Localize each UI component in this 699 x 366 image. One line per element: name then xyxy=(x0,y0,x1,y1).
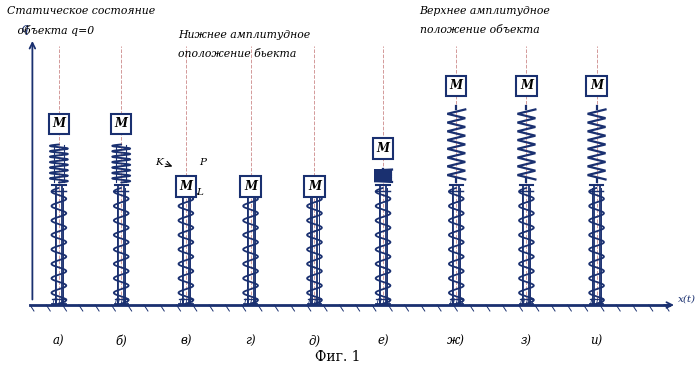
Text: а): а) xyxy=(53,335,65,348)
Text: M: M xyxy=(520,79,533,92)
Text: Статическое состояние: Статическое состояние xyxy=(7,5,154,15)
Text: M: M xyxy=(180,180,192,193)
FancyBboxPatch shape xyxy=(446,76,466,96)
Text: Нижнее амплитудное: Нижнее амплитудное xyxy=(178,30,310,40)
Text: положение объекта: положение объекта xyxy=(419,25,540,34)
Text: q: q xyxy=(20,22,29,36)
Text: объекта q=0: объекта q=0 xyxy=(7,25,94,36)
FancyBboxPatch shape xyxy=(304,176,324,197)
Text: M: M xyxy=(308,180,321,193)
Text: Фиг. 1: Фиг. 1 xyxy=(315,350,361,364)
Text: е): е) xyxy=(377,335,389,348)
Text: б): б) xyxy=(115,335,127,348)
Text: з): з) xyxy=(521,335,532,348)
Text: M: M xyxy=(377,142,389,155)
Text: в): в) xyxy=(180,335,192,348)
FancyBboxPatch shape xyxy=(49,114,69,134)
Text: M: M xyxy=(115,117,128,130)
Text: ж): ж) xyxy=(447,335,466,348)
Text: M: M xyxy=(244,180,257,193)
FancyBboxPatch shape xyxy=(111,114,131,134)
Text: M: M xyxy=(449,79,463,92)
Text: д): д) xyxy=(308,335,321,348)
Text: L: L xyxy=(196,187,203,197)
Text: x(t): x(t) xyxy=(677,295,696,304)
Text: оположение бьекта: оположение бьекта xyxy=(178,49,296,59)
FancyBboxPatch shape xyxy=(517,76,537,96)
Text: P: P xyxy=(199,158,206,167)
FancyBboxPatch shape xyxy=(240,176,261,197)
FancyBboxPatch shape xyxy=(586,76,607,96)
Text: Верхнее амплитудное: Верхнее амплитудное xyxy=(419,5,550,15)
Text: и): и) xyxy=(591,335,603,348)
FancyBboxPatch shape xyxy=(175,176,196,197)
FancyBboxPatch shape xyxy=(373,138,393,159)
Text: M: M xyxy=(52,117,66,130)
Text: M: M xyxy=(590,79,603,92)
Text: K: K xyxy=(154,158,163,167)
Text: г): г) xyxy=(245,335,256,348)
